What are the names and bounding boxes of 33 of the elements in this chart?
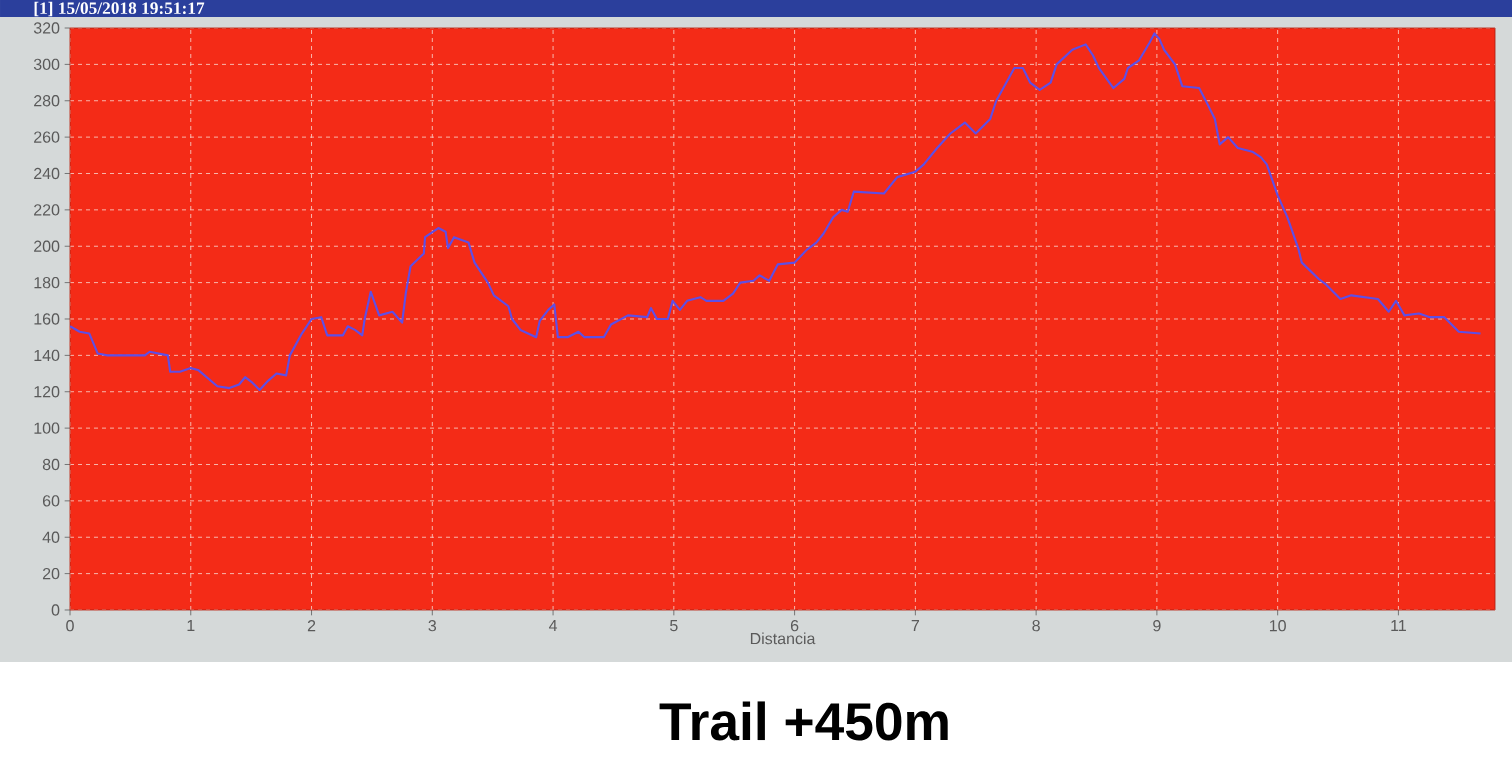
x-tick-label: 1 — [187, 620, 195, 632]
y-tick-label: 180 — [34, 276, 60, 289]
x-tick-label: 5 — [670, 620, 678, 632]
x-tick-label: 10 — [1269, 620, 1286, 632]
x-tick-label: 2 — [307, 620, 316, 632]
x-tick-label: 7 — [911, 620, 919, 632]
x-tick-label: 3 — [428, 620, 437, 632]
x-axis-title: Distancia — [750, 632, 816, 645]
y-tick-label: 220 — [34, 204, 60, 216]
y-tick-label: 300 — [33, 58, 60, 71]
y-tick-label: 60 — [42, 495, 60, 507]
y-tick-label: 260 — [34, 131, 60, 143]
y-tick-label: 200 — [34, 240, 60, 252]
y-tick-label: 40 — [42, 531, 60, 543]
y-tick-label: 240 — [34, 167, 60, 180]
y-tick-label: 80 — [42, 458, 60, 471]
text: Trail +450m — [659, 701, 948, 741]
y-tick-label: 120 — [34, 386, 60, 398]
y-tick-label: 140 — [34, 349, 60, 362]
x-tick-label: 6 — [790, 620, 799, 632]
line-series — [70, 32, 1482, 391]
y-tick-label: 320 — [33, 22, 60, 34]
chart-subtitle: [1] 15/05/2018 19:51:17 — [34, 1, 205, 17]
x-tick-label: 9 — [1153, 620, 1161, 632]
y-tick-label: 20 — [42, 567, 60, 580]
y-tick-label: 160 — [34, 313, 60, 325]
y-tick-label: 100 — [34, 422, 60, 434]
x-tick-label: 0 — [66, 620, 74, 632]
x-tick-label: 8 — [1032, 620, 1040, 632]
y-tick-label: 280 — [34, 95, 60, 107]
x-tick-label: 11 — [1391, 620, 1406, 632]
y-tick-label: 0 — [51, 604, 60, 616]
x-tick-label: 4 — [548, 620, 558, 632]
